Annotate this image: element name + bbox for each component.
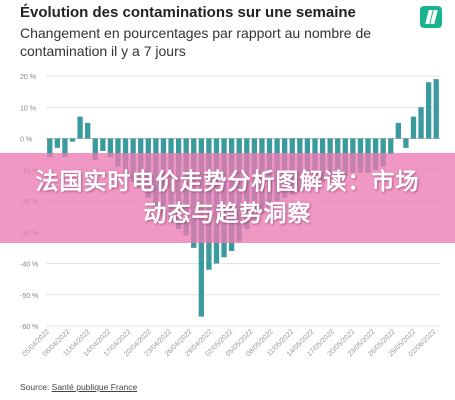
- bar: [47, 138, 53, 158]
- y-tick-label: -40 %: [20, 262, 38, 269]
- bar: [418, 107, 424, 139]
- chart-title: Évolution des contaminations sur une sem…: [20, 4, 356, 21]
- y-tick-label: 20 %: [20, 74, 36, 81]
- overlay-text: 法国实时电价走势分析图解读：市场动态与趋势洞察: [35, 169, 420, 227]
- source-note: Source: Santé publique France: [20, 382, 137, 392]
- y-tick-label: 10 %: [20, 105, 36, 112]
- bar: [69, 138, 76, 142]
- bar: [62, 138, 68, 158]
- overlay-banner: 法国实时电价走势分析图解读：市场动态与趋势洞察: [0, 153, 455, 243]
- huffpost-logo-icon: [420, 6, 442, 28]
- bar: [380, 138, 386, 167]
- source-link[interactable]: Santé publique France: [51, 382, 138, 392]
- y-tick-label: -50 %: [20, 293, 38, 300]
- bar: [395, 122, 401, 139]
- bar: [100, 138, 106, 151]
- y-tick-label: -60 %: [20, 324, 38, 331]
- bar: [54, 138, 61, 148]
- bar: [92, 138, 98, 161]
- bar: [433, 79, 439, 139]
- chart-subtitle: Changement en pourcentages par rapport a…: [20, 25, 372, 59]
- bar: [388, 138, 394, 155]
- bar: [410, 116, 417, 139]
- y-tick-label: 0 %: [20, 137, 32, 144]
- bar: [107, 138, 114, 158]
- bar: [403, 138, 409, 148]
- bar: [85, 122, 91, 139]
- bar: [425, 82, 432, 139]
- bar: [77, 116, 83, 139]
- source-label: Source:: [20, 382, 52, 392]
- x-axis: 05/04/202208/04/202211/04/202214/04/2022…: [21, 328, 437, 358]
- bar: [115, 138, 121, 167]
